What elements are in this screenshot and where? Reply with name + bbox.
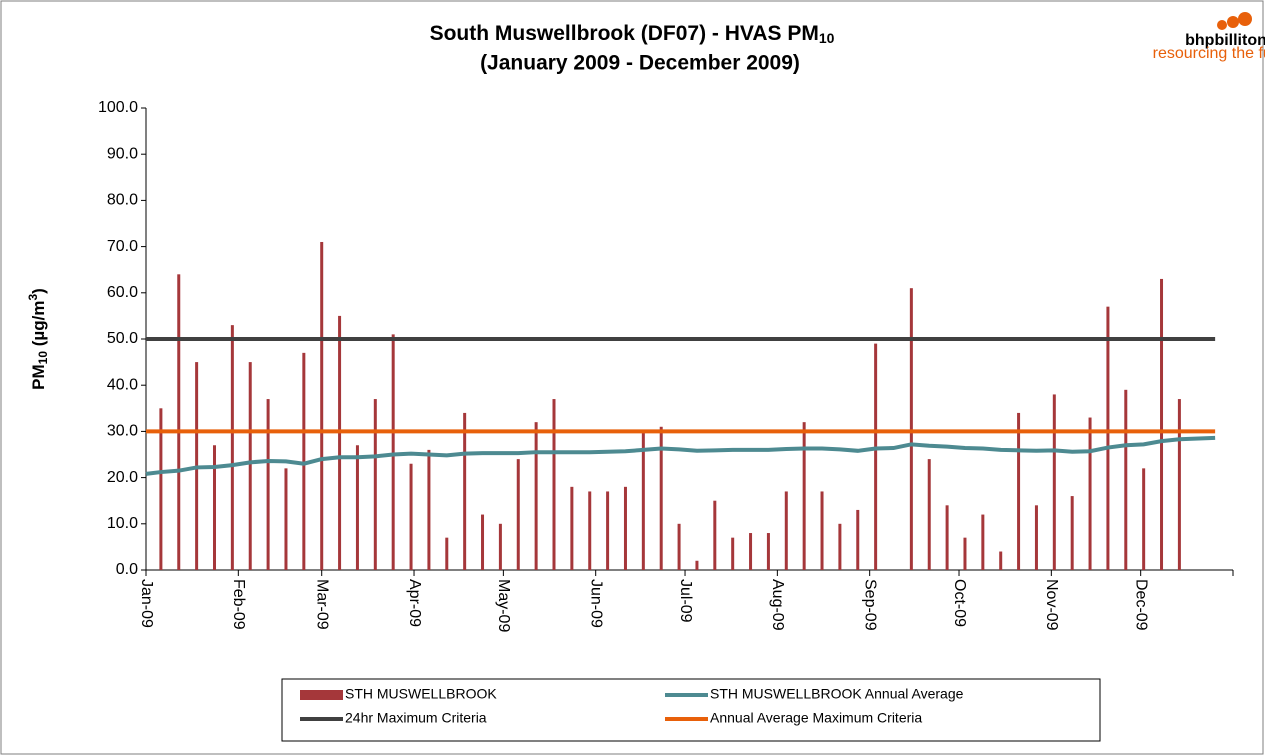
bar [177,274,181,570]
x-tick-label: Jun-09 [587,579,604,628]
x-tick-label: Jul-09 [677,579,694,623]
bar [1034,505,1038,570]
bar [373,399,377,570]
y-tick-label: 80.0 [107,192,138,209]
logo-dot [1217,20,1227,30]
bar [731,537,735,570]
bar [1052,394,1056,570]
logo-tagline: resourcing the future [1153,45,1265,62]
bar [159,408,163,570]
logo: bhpbilliton resourcing the future [1153,12,1265,62]
y-tick-label: 90.0 [107,145,138,162]
bar [999,551,1003,570]
bar [391,334,395,570]
x-tick-label: Feb-09 [230,579,247,630]
bar [909,288,913,570]
legend-label: STH MUSWELLBROOK Annual Average [710,686,964,702]
bar [802,422,806,570]
bar [1017,412,1021,570]
bar [820,491,824,570]
bar [784,491,788,570]
bar [856,509,860,570]
y-axis-label: PM10 (µg/m3) [26,288,50,390]
bar [1142,468,1146,570]
bar [498,523,502,570]
bar [534,422,538,570]
logo-name: bhpbilliton [1185,32,1265,49]
logo-dot [1227,16,1239,28]
bar [230,325,234,570]
bar [409,463,413,570]
bar [874,343,878,570]
bar [677,523,681,570]
x-tick-label: Apr-09 [406,579,423,627]
bar [766,533,770,570]
y-tick-label: 0.0 [116,561,138,578]
bar [248,362,252,570]
bar [963,537,967,570]
bar [355,445,359,570]
bar [516,459,520,570]
y-tick-label: 60.0 [107,284,138,301]
chart-subtitle: (January 2009 - December 2009) [480,52,800,75]
bar [302,352,306,570]
x-tick-label: Nov-09 [1043,579,1060,631]
bar [695,560,699,570]
bar [570,486,574,570]
y-tick-label: 20.0 [107,469,138,486]
y-tick-label: 70.0 [107,238,138,255]
x-tick-label: Sep-09 [861,579,878,631]
line [145,435,1216,476]
bar [1177,399,1181,570]
bar [1160,278,1164,570]
y-tick-label: 30.0 [107,423,138,440]
bar [1088,417,1092,570]
bar [1106,306,1110,570]
bar [606,491,610,570]
bar [463,412,467,570]
x-tick-label: Aug-09 [769,579,786,631]
bar [749,533,753,570]
legend-label: 24hr Maximum Criteria [345,710,487,726]
x-tick-label: Mar-09 [313,579,330,630]
y-tick-label: 40.0 [107,376,138,393]
bar [445,537,449,570]
x-tick-label: May-09 [495,579,512,632]
bar [1070,496,1074,570]
bar [212,445,216,570]
y-tick-label: 100.0 [98,99,138,116]
bar [266,399,270,570]
x-tick-label: Oct-09 [951,579,968,627]
y-tick-label: 10.0 [107,515,138,532]
bar [320,241,324,571]
bar [659,426,663,570]
bar [713,500,717,570]
legend-swatch [300,690,343,700]
legend-label: STH MUSWELLBROOK [345,686,497,702]
y-tick-label: 50.0 [107,330,138,347]
logo-dot [1238,12,1252,26]
bar [945,505,949,570]
bar [927,459,931,570]
legend-label: Annual Average Maximum Criteria [710,710,922,726]
bar [338,315,342,570]
bar [641,431,645,570]
bar [588,491,592,570]
x-tick-label: Dec-09 [1132,579,1149,631]
bar [284,468,288,570]
bar [838,523,842,570]
bar [623,486,627,570]
chart-title: South Muswellbrook (DF07) - HVAS PM10 [430,22,835,46]
legend-box [281,678,1101,742]
bar [481,514,485,570]
x-tick-label: Jan-09 [138,579,155,628]
bar [552,399,556,570]
bar [1124,389,1128,570]
bar [427,449,431,570]
bar [981,514,985,570]
